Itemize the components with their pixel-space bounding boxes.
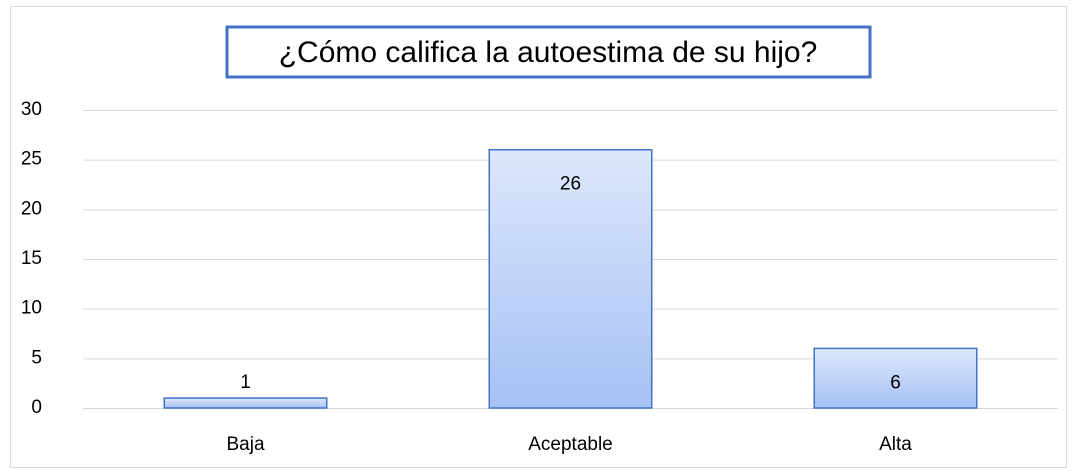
x-tick-label: Baja — [226, 434, 264, 455]
y-tick-label: 0 — [31, 397, 42, 418]
bar — [163, 397, 328, 409]
bar — [488, 148, 653, 409]
title-box — [225, 25, 872, 79]
bar-layer — [163, 148, 978, 409]
x-tick-label: Aceptable — [528, 434, 613, 455]
y-tick-label: 10 — [21, 298, 42, 319]
data-label: 1 — [240, 372, 251, 393]
y-tick-label: 5 — [31, 347, 42, 368]
y-tick-label: 25 — [21, 149, 42, 170]
y-tick-label: 20 — [21, 198, 42, 219]
chart-title: ¿Cómo califica la autoestima de su hijo? — [279, 36, 818, 69]
bar — [813, 347, 978, 409]
data-label: 26 — [560, 174, 581, 195]
data-label: 6 — [890, 372, 901, 393]
y-tick-label: 15 — [21, 248, 42, 269]
y-tick-label: 30 — [21, 99, 42, 120]
x-tick-label: Alta — [879, 434, 912, 455]
